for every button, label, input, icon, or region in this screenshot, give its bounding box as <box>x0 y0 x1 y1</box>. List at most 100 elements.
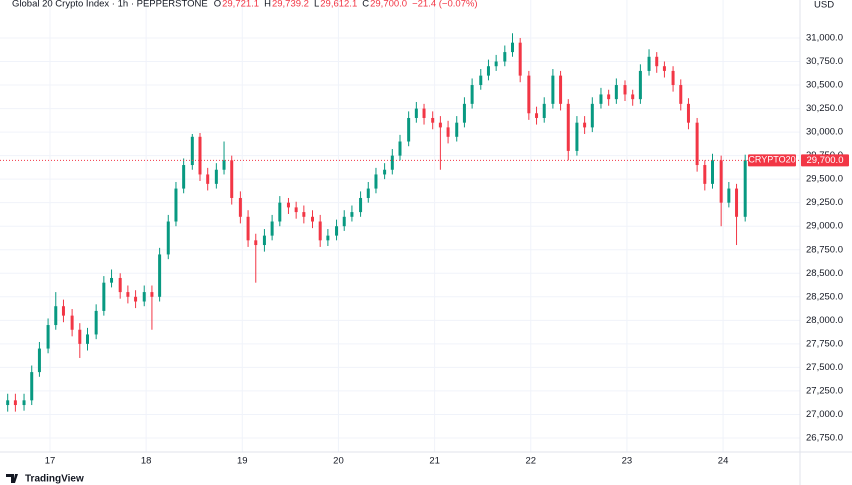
candle-body <box>398 141 402 156</box>
candle-body <box>326 235 330 241</box>
candle-body <box>390 155 394 170</box>
candle-body <box>727 188 731 203</box>
candle-body <box>407 117 411 142</box>
candle-body <box>286 202 290 208</box>
candle-body <box>190 136 194 166</box>
candle-body <box>61 306 65 316</box>
candle-body <box>631 94 635 100</box>
candle-body <box>94 310 98 335</box>
candle-body <box>511 42 514 53</box>
candle-body <box>166 221 170 255</box>
candle-body <box>335 226 339 236</box>
x-tick-label: 23 <box>622 456 633 467</box>
x-tick-label: 21 <box>429 456 440 467</box>
candle-body <box>503 52 507 62</box>
y-tick-label: 29,250.0 <box>806 197 843 208</box>
candle-body <box>102 282 106 311</box>
candle-body <box>198 136 202 175</box>
candle-body <box>86 334 89 344</box>
candle-body <box>686 103 690 123</box>
y-tick-label: 26,750.0 <box>806 432 843 443</box>
candle-body <box>126 292 130 297</box>
candle-body <box>254 240 258 246</box>
candle-body <box>438 122 442 128</box>
candle-body <box>446 127 450 137</box>
candle-body <box>679 85 683 104</box>
candle-body <box>374 174 378 189</box>
ohlc-value: 29,721.1 <box>222 0 259 10</box>
candle-body <box>647 56 651 71</box>
candle-body <box>422 108 426 118</box>
candle-body <box>110 277 114 283</box>
y-tick-label: 30,500.0 <box>806 80 843 91</box>
ohlc-label: C <box>362 0 369 10</box>
candle-body <box>37 348 41 373</box>
candle-body <box>575 122 579 151</box>
candle-body <box>662 66 666 71</box>
candle-body <box>518 42 522 76</box>
brand-logo <box>6 474 18 483</box>
candle-body <box>238 197 242 217</box>
candle-body <box>13 400 17 406</box>
brand: TradingView <box>6 474 84 485</box>
candle-body <box>270 221 274 236</box>
y-tick-label: 30,000.0 <box>806 127 843 138</box>
last-price-tag-bg <box>801 154 849 167</box>
y-tick-label: 27,750.0 <box>806 338 843 349</box>
candle-body <box>359 197 363 213</box>
candle-body <box>711 160 714 184</box>
candle-body <box>462 103 466 123</box>
candle-body <box>614 85 618 100</box>
candle-body <box>542 103 546 118</box>
ohlc-legend: O 29,721.1 H 29,739.2 L 29,612.1 C 29,700.0 −21.… <box>214 0 478 10</box>
y-tick-label: 30,250.0 <box>806 103 843 114</box>
candle-body <box>494 61 498 67</box>
candle-body <box>583 122 587 128</box>
last-price-tag: 29,700.0 <box>807 155 844 166</box>
y-tick-label: 28,000.0 <box>806 315 843 326</box>
y-tick-label: 29,000.0 <box>806 221 843 232</box>
ohlc-label: O <box>214 0 221 10</box>
y-tick-label: 28,500.0 <box>806 268 843 279</box>
candle-body <box>158 254 162 297</box>
candle-body <box>118 277 122 293</box>
candle-body <box>142 292 146 302</box>
ohlc-label: L <box>314 0 319 10</box>
candle-body <box>150 292 154 297</box>
candle-body <box>735 188 739 217</box>
candle-body <box>318 221 322 241</box>
symbol-tag: CRYPTO20 <box>748 155 795 165</box>
candle-body <box>695 122 699 166</box>
symbol-tag-bg <box>748 154 796 167</box>
y-tick-label: 31,000.0 <box>806 32 843 43</box>
y-tick-label: 30,750.0 <box>806 56 843 67</box>
candle-body <box>590 103 594 128</box>
x-tick-label: 17 <box>45 456 56 467</box>
candle-body <box>470 85 474 104</box>
candle-body <box>174 188 178 222</box>
ohlc-value: 29,612.1 <box>320 0 357 10</box>
candle-body <box>262 235 266 246</box>
x-tick-label: 24 <box>718 456 729 467</box>
candles <box>0 33 800 412</box>
currency: USD <box>814 0 834 11</box>
candle-body <box>342 216 346 227</box>
candle-body <box>134 296 138 302</box>
candle-body <box>214 169 218 184</box>
candle-body <box>623 85 627 95</box>
candle-body <box>719 160 723 203</box>
ohlc-value: 29,739.2 <box>272 0 309 10</box>
y-tick-label: 27,250.0 <box>806 385 843 396</box>
candle-body <box>311 216 314 222</box>
candle-body <box>607 94 611 100</box>
candle-body <box>671 70 675 86</box>
candle-body <box>350 212 354 217</box>
candle-body <box>383 169 387 175</box>
y-tick-label: 28,750.0 <box>806 244 843 255</box>
candle-body <box>743 160 747 217</box>
candle-body <box>302 212 306 217</box>
y-tick-label: 29,500.0 <box>806 174 843 185</box>
ohlc-label: H <box>264 0 271 10</box>
